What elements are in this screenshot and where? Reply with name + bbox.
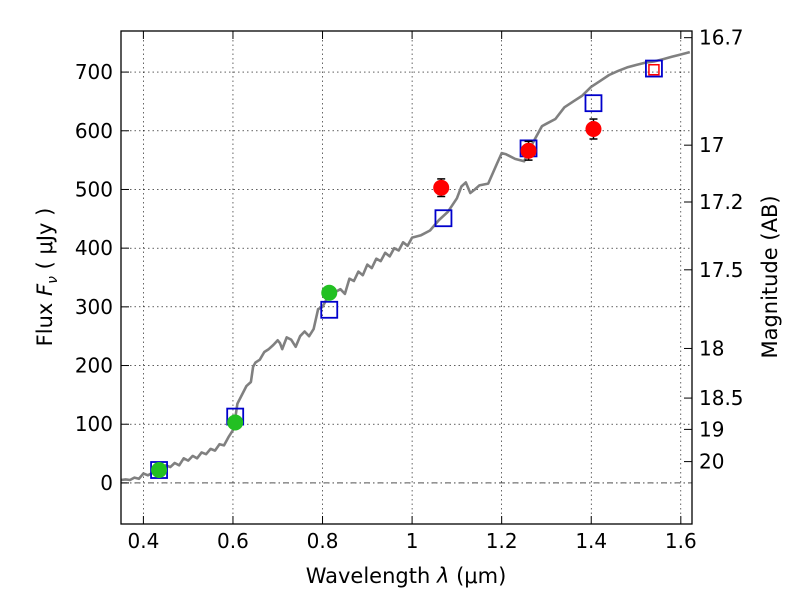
y-tick-label: 0 bbox=[100, 471, 113, 495]
model-spectrum-line bbox=[120, 50, 691, 482]
y-tick-label: 100 bbox=[75, 412, 113, 436]
magnitude-axis-label: Magnitude (AB) bbox=[758, 195, 782, 358]
magnitude-tick-label: 18.5 bbox=[699, 386, 744, 410]
model-box-marker bbox=[434, 209, 453, 228]
x-tick-label: 0.4 bbox=[127, 529, 159, 553]
x-tick-label: 1.4 bbox=[575, 529, 607, 553]
red-box-marker bbox=[648, 63, 660, 76]
magnitude-tick-label: 16.7 bbox=[699, 26, 744, 50]
x-tick-label: 1.2 bbox=[486, 529, 518, 553]
red-data-point bbox=[585, 121, 602, 138]
x-tick-label: 0.8 bbox=[307, 529, 339, 553]
red-data-point bbox=[520, 142, 537, 159]
y-axis-label: Flux Fν ( μJy ) bbox=[33, 208, 61, 347]
model-spectrum-series bbox=[120, 50, 691, 482]
grid-lines bbox=[121, 31, 692, 524]
red-data-point bbox=[433, 179, 450, 196]
magnitude-tick-label: 18 bbox=[699, 336, 724, 360]
model-box-marker bbox=[320, 300, 339, 319]
red-point-series bbox=[433, 121, 602, 196]
plot-frame bbox=[120, 30, 693, 525]
y-tick-label: 700 bbox=[75, 60, 113, 84]
x-tick-label: 0.6 bbox=[217, 529, 249, 553]
green-data-point bbox=[151, 462, 168, 479]
x-tick-label: 1.6 bbox=[665, 529, 697, 553]
magnitude-tick-labels: 16.7 17 17.2 17.5 18 18.5 19 20 bbox=[699, 26, 744, 474]
green-point-series bbox=[151, 284, 338, 479]
y-tick-labels: 0 100 200 300 400 500 600 700 bbox=[75, 60, 113, 495]
axis-ticks bbox=[121, 31, 692, 524]
x-axis-label: Wavelength λ (μm) bbox=[306, 564, 507, 588]
green-data-point bbox=[227, 414, 244, 431]
x-tick-labels: 0.4 0.6 0.8 1 1.2 1.4 1.6 bbox=[127, 529, 696, 553]
green-data-point bbox=[321, 284, 338, 301]
magnitude-tick-label: 17.5 bbox=[699, 258, 744, 282]
magnitude-tick-label: 19 bbox=[699, 417, 724, 441]
red-box-series bbox=[648, 63, 660, 76]
y-tick-label: 500 bbox=[75, 177, 113, 201]
y-tick-label: 400 bbox=[75, 236, 113, 260]
model-box-marker bbox=[584, 94, 603, 113]
model-box-marker bbox=[645, 59, 663, 78]
magnitude-tick-label: 17.2 bbox=[699, 190, 744, 214]
magnitude-tick-label: 20 bbox=[699, 450, 724, 474]
y-tick-label: 600 bbox=[75, 119, 113, 143]
y-tick-label: 200 bbox=[75, 354, 113, 378]
y-tick-label: 300 bbox=[75, 295, 113, 319]
magnitude-tick-label: 17 bbox=[699, 133, 724, 157]
x-tick-label: 1 bbox=[406, 529, 419, 553]
